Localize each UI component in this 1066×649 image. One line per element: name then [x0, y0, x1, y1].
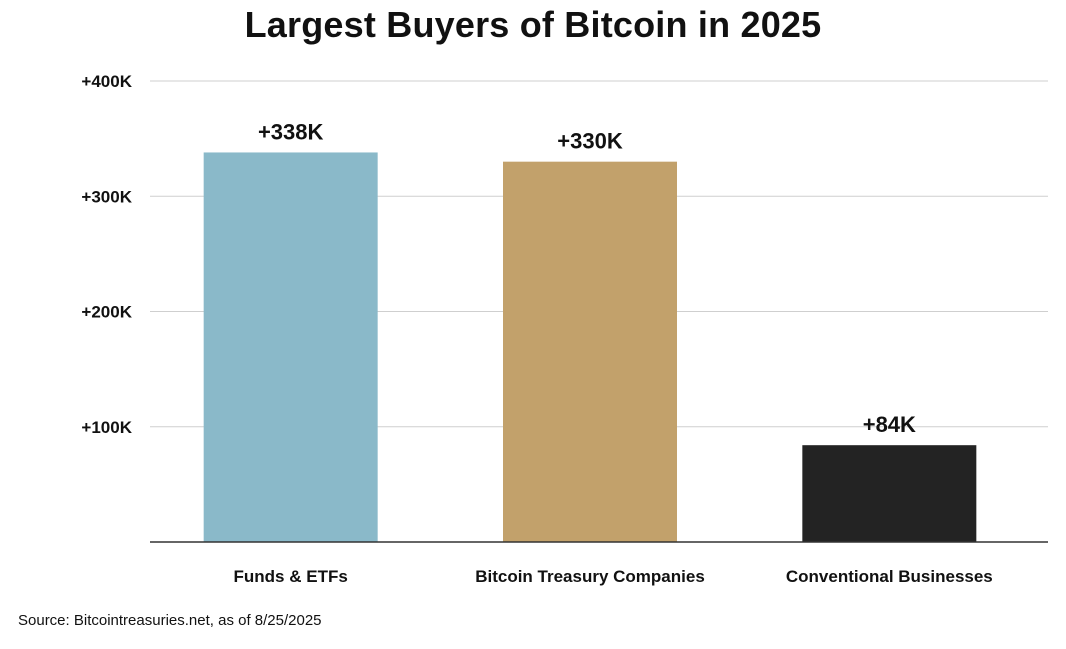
bar	[503, 161, 677, 543]
chart-title: Largest Buyers of Bitcoin in 2025	[244, 4, 822, 45]
y-tick-label: +300K	[81, 187, 132, 206]
bars	[203, 152, 977, 543]
y-tick-label: +400K	[81, 72, 132, 91]
x-tick-label: Funds & ETFs	[234, 567, 348, 586]
data-labels: +338K +330K +84K	[258, 119, 916, 437]
y-axis-ticks: +100K +200K +300K +400K	[81, 72, 132, 437]
data-label: +338K	[258, 119, 324, 144]
x-axis-ticks: Funds & ETFs Bitcoin Treasury Companies Co…	[234, 567, 993, 586]
bar	[802, 445, 977, 542]
data-label: +84K	[863, 412, 916, 437]
y-tick-label: +200K	[81, 303, 132, 322]
x-tick-label: Conventional Businesses	[786, 567, 993, 586]
bar	[203, 152, 378, 542]
source-note: Source: Bitcointreasuries.net, as of 8/2…	[18, 612, 322, 629]
y-tick-label: +100K	[81, 418, 132, 437]
data-label: +330K	[557, 129, 623, 154]
x-tick-label: Bitcoin Treasury Companies	[475, 567, 705, 586]
